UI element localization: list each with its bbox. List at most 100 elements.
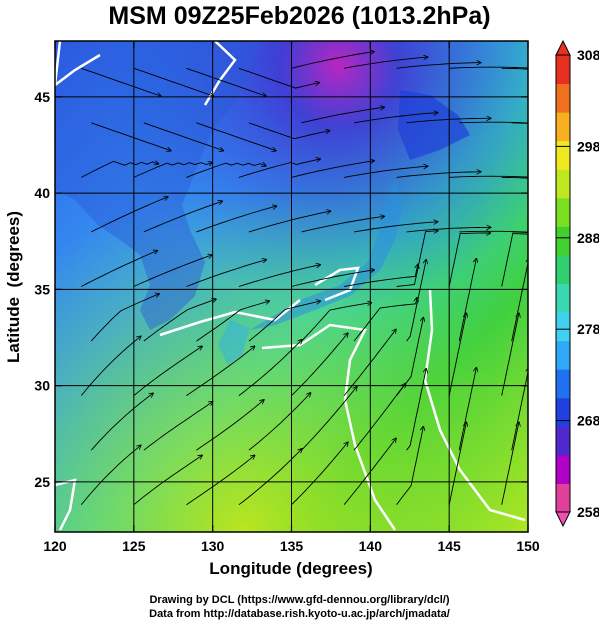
colorbar-tick-label: 278: [577, 321, 599, 337]
streamline: [81, 251, 157, 287]
colorbar-tick-label: 258: [577, 504, 599, 520]
streamline: [448, 313, 466, 396]
streamline: [301, 387, 357, 451]
colorbar-segment: [556, 226, 570, 256]
streamline: [80, 336, 140, 396]
streamline: [301, 303, 372, 342]
streamlines: [80, 52, 528, 506]
streamline: [501, 423, 519, 505]
colorbar-segment: [556, 83, 570, 113]
streamline: [133, 163, 212, 178]
streamline: [344, 166, 427, 178]
streamline: [91, 197, 167, 233]
colorbar-segment: [556, 312, 570, 342]
y-tick-label: 35: [34, 281, 50, 297]
y-axis-label: Latitude (degrees): [4, 211, 23, 363]
streamline: [133, 67, 213, 96]
streamline: [448, 233, 490, 287]
streamline: [406, 227, 491, 233]
streamline: [344, 57, 427, 69]
colorbar-segment: [556, 197, 570, 227]
streamline: [143, 299, 216, 342]
colorbar-segments: [556, 55, 570, 513]
streamline: [248, 301, 320, 342]
streamline: [291, 161, 374, 178]
streamline: [458, 368, 476, 451]
colorbar-segment: [556, 140, 570, 170]
streamline: [196, 400, 263, 451]
land-asia: [55, 41, 260, 330]
streamline: [406, 118, 491, 124]
colorbar-bottom-triangle: [555, 511, 571, 528]
map-title: MSM 09Z25Feb2026 (1013.2hPa): [108, 2, 491, 30]
streamline: [459, 230, 528, 233]
streamline: [511, 122, 528, 124]
streamline: [196, 122, 275, 151]
y-tick-label: 45: [34, 89, 50, 105]
streamline: [143, 201, 222, 233]
colorbar-tick-label: 268: [577, 413, 599, 429]
streamline: [133, 456, 202, 506]
temperature-field: [55, 41, 528, 532]
streamline: [291, 442, 348, 506]
streamline: [501, 313, 519, 396]
streamline: [80, 446, 140, 505]
streamline: [511, 368, 528, 451]
streamline: [449, 175, 528, 178]
colorbar: 258 268 278 288 298 308: [555, 39, 599, 528]
x-axis-label: Longitude (degrees): [209, 559, 372, 578]
streamline: [291, 270, 374, 287]
x-tick-label: 135: [280, 538, 304, 554]
streamline: [396, 63, 481, 69]
y-tick-label: 30: [34, 378, 50, 394]
land-kyushu: [218, 320, 250, 365]
streamline: [344, 265, 418, 287]
colorbar-segment: [556, 283, 570, 313]
colorbar-tick-label: 288: [577, 230, 599, 246]
colorbar-segment: [556, 483, 570, 513]
streamline: [133, 346, 202, 396]
streamline: [186, 67, 265, 96]
streamline: [354, 222, 437, 233]
streamline: [449, 66, 528, 69]
colorbar-segment: [556, 426, 570, 456]
x-tick-label: 145: [437, 538, 461, 554]
x-tick-label: 120: [43, 538, 67, 554]
streamline: [143, 402, 213, 451]
colorbar-tick-label: 308: [577, 47, 599, 63]
streamline: [238, 67, 319, 89]
streamline: [248, 393, 311, 451]
streamline: [238, 265, 320, 287]
x-tick-label: 125: [122, 538, 146, 554]
colorbar-segment: [556, 369, 570, 399]
streamline: [353, 384, 405, 451]
credit-dcl: Drawing by DCL (https://www.gfd-dennou.o…: [149, 594, 450, 606]
axis-ticks: 120 125 130 135 140 145 150 25 30 35 40 45: [34, 41, 540, 554]
land-hokkaido: [398, 90, 470, 160]
colorbar-segment: [556, 454, 570, 484]
streamline: [186, 260, 266, 287]
streamline: [90, 393, 153, 451]
streamline: [354, 113, 437, 124]
streamline: [186, 456, 254, 506]
streamline: [238, 159, 320, 178]
streamline: [406, 369, 427, 451]
x-tick-label: 150: [516, 538, 540, 554]
colorbar-segment: [556, 169, 570, 199]
streamline: [248, 122, 329, 140]
streamline: [396, 231, 438, 287]
colorbar-segment: [556, 340, 570, 370]
streamline: [186, 163, 265, 178]
streamline: [396, 172, 481, 178]
x-tick-label: 140: [359, 538, 383, 554]
colorbar-segment: [556, 55, 570, 85]
streamline: [448, 423, 466, 505]
streamline: [196, 301, 269, 342]
streamline: [501, 67, 528, 70]
colorbar-tick-label: 298: [577, 138, 599, 154]
streamline: [406, 260, 427, 342]
streamline: [501, 233, 528, 287]
streamline: [248, 211, 330, 233]
streamline: [91, 122, 170, 151]
